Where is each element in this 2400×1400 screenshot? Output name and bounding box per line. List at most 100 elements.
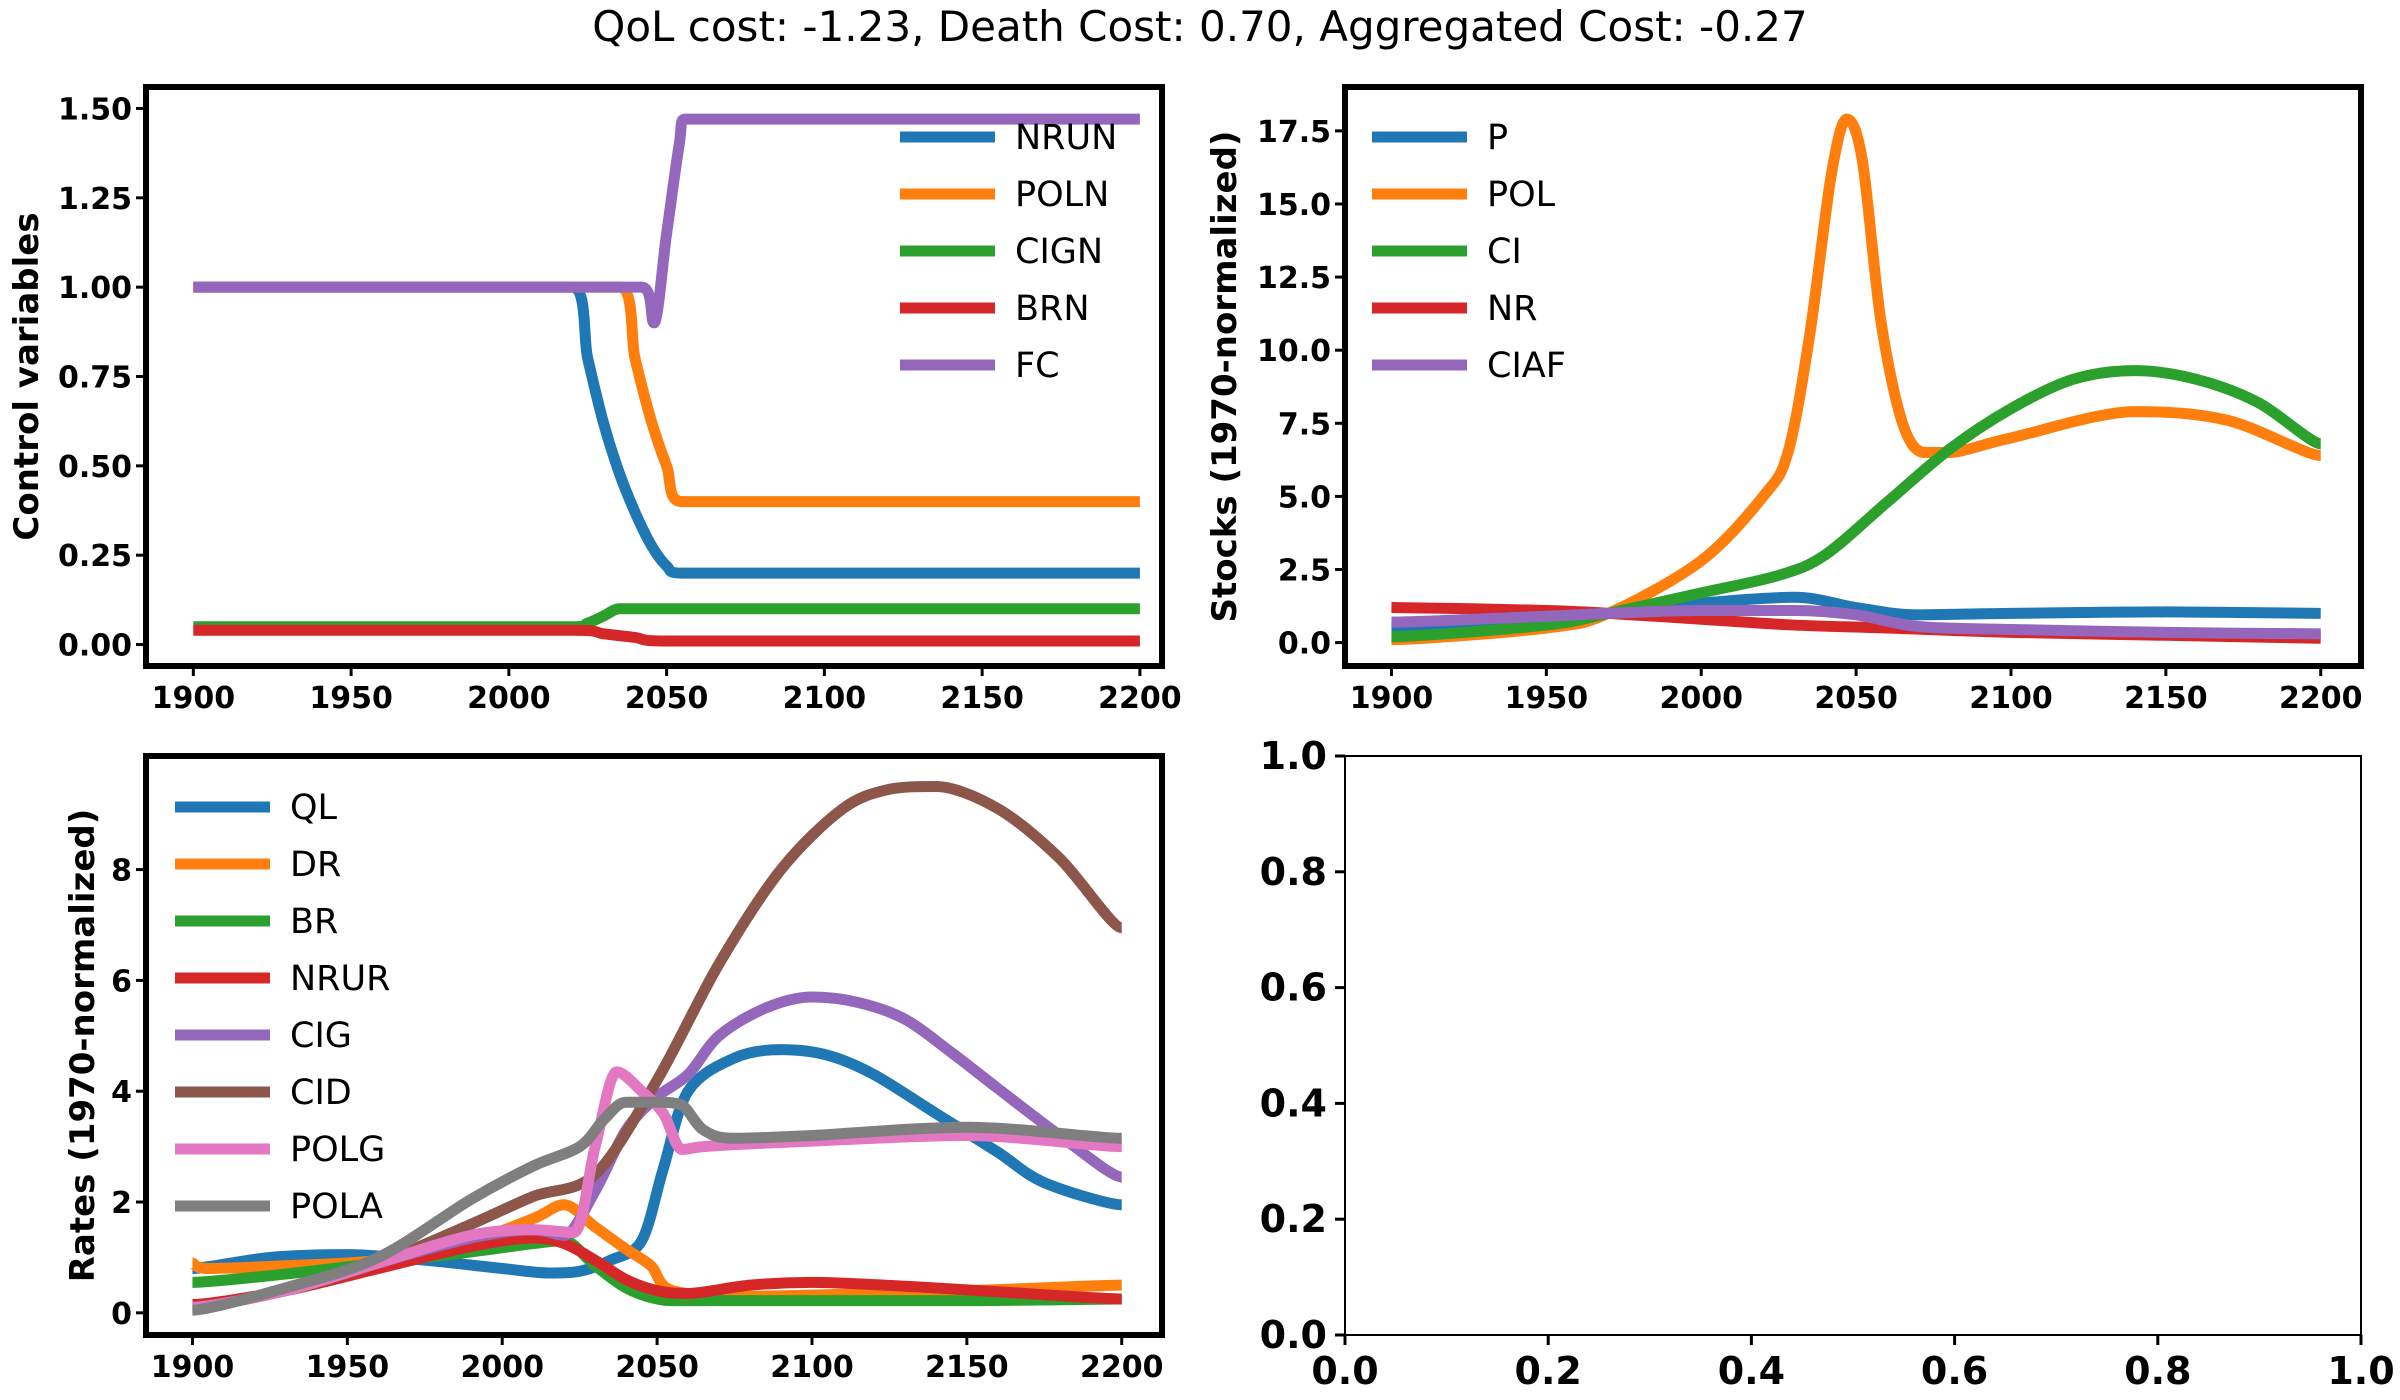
legend-label: CIGN xyxy=(1015,232,1103,272)
legend-item-brn: BRN xyxy=(900,289,1090,329)
y-tick-label: 1.00 xyxy=(58,271,132,306)
x-tick-label: 2100 xyxy=(1969,681,2053,716)
x-tick-label: 0.8 xyxy=(2124,1349,2191,1393)
y-tick-label: 2 xyxy=(111,1186,132,1221)
y-tick-label: 0.0 xyxy=(1260,1313,1327,1357)
legend-item-ql: QL xyxy=(175,788,338,828)
y-tick-label: 0.2 xyxy=(1260,1197,1327,1241)
y-tick-label: 0.0 xyxy=(1278,627,1331,662)
x-tick-label: 2150 xyxy=(925,1350,1009,1385)
x-tick-label: 2200 xyxy=(1098,681,1182,716)
y-tick-label: 1.50 xyxy=(58,92,132,127)
y-axis-label: Stocks (1970-normalized) xyxy=(1205,131,1245,623)
series-line-polg xyxy=(192,1066,1122,1313)
y-tick-label: 1.25 xyxy=(58,182,132,217)
subplots: 1900 1950 2000 2050 2100 2150 22000.000.250.50… xyxy=(7,84,2395,1393)
legend-label: CIG xyxy=(290,1016,352,1056)
legend-label: CI xyxy=(1487,232,1522,272)
legend-label: BRN xyxy=(1015,289,1090,329)
x-tick-label: 2050 xyxy=(615,1350,699,1385)
axes-frame xyxy=(1342,84,2364,669)
legend-label: CIAF xyxy=(1487,346,1566,386)
subplot-4: 0.0 0.2 0.4 0.6 0.8 1.0 0.0 0.2 0.4 0.6 0.8 1.0 xyxy=(1260,734,2395,1393)
legend: P POL CI NR CIAF xyxy=(1372,118,1566,386)
y-tick-label: 12.5 xyxy=(1257,261,1331,296)
series-line-nrun xyxy=(193,281,1140,579)
y-tick-label: 5.0 xyxy=(1278,480,1331,515)
series-line-cign xyxy=(193,603,1140,633)
x-tick-label: 1.0 xyxy=(2327,1349,2394,1393)
x-tick-label: 1950 xyxy=(306,1350,390,1385)
y-tick-label: 0.00 xyxy=(58,629,132,664)
legend-item-pol: POL xyxy=(1372,175,1556,215)
legend-label: FC xyxy=(1015,346,1060,386)
legend: QL DR BR NRUR CIG CID POLG POLA xyxy=(175,788,390,1227)
y-tick-label: 0.25 xyxy=(58,539,132,574)
legend-item-br: BR xyxy=(175,902,338,942)
series-line-nrur xyxy=(192,1232,1122,1311)
axes-frame xyxy=(1344,755,2362,1336)
x-tick-label: 0.6 xyxy=(1921,1349,1988,1393)
legend-item-nr: NR xyxy=(1372,289,1538,329)
legend-label: POL xyxy=(1487,175,1556,215)
x-tick-label: 2200 xyxy=(1080,1350,1164,1385)
y-tick-label: 17.5 xyxy=(1257,115,1331,150)
legend-item-pola: POLA xyxy=(175,1187,383,1227)
y-tick-label: 1.0 xyxy=(1260,734,1327,778)
series-line-fc xyxy=(193,113,1140,329)
x-tick-label: 2000 xyxy=(460,1350,544,1385)
y-tick-label: 8 xyxy=(111,854,132,889)
series-line-brn xyxy=(193,624,1140,647)
x-tick-label: 2050 xyxy=(1814,681,1898,716)
x-tick-label: 1900 xyxy=(152,681,236,716)
legend-item-polg: POLG xyxy=(175,1130,385,1170)
legend-label: P xyxy=(1487,118,1508,158)
plot-lines xyxy=(189,780,1124,1316)
legend-item-cign: CIGN xyxy=(900,232,1103,272)
legend-item-cid: CID xyxy=(175,1073,352,1113)
x-tick-label: 1900 xyxy=(1350,681,1434,716)
subplot-2: 1900 1950 2000 2050 2100 2150 2200 0.0 2.5 5.0 7.5… xyxy=(1205,84,2364,716)
legend-item-p: P xyxy=(1372,118,1508,158)
legend-item-nrur: NRUR xyxy=(175,959,390,999)
x-tick-label: 0.4 xyxy=(1718,1349,1785,1393)
x-tick-label: 2100 xyxy=(783,681,867,716)
x-tick-label: 2000 xyxy=(1659,681,1743,716)
legend-item-ci: CI xyxy=(1372,232,1522,272)
y-tick-label: 0.4 xyxy=(1260,1081,1327,1125)
y-tick-label: 6 xyxy=(111,964,132,999)
x-tick-label: 2150 xyxy=(2124,681,2208,716)
y-tick-label: 0 xyxy=(111,1297,132,1332)
subplot-1: 1900 1950 2000 2050 2100 2150 2200 0.00 0.25 0.50… xyxy=(7,84,1182,716)
y-tick-label: 10.0 xyxy=(1257,334,1331,369)
legend-label: CID xyxy=(290,1073,352,1113)
y-tick-label: 7.5 xyxy=(1278,407,1331,442)
legend-item-poln: POLN xyxy=(900,175,1109,215)
y-axis-label: Control variables xyxy=(7,212,47,540)
legend-item-dr: DR xyxy=(175,845,341,885)
x-tick-label: 2000 xyxy=(467,681,551,716)
series-line-pol xyxy=(1391,113,2322,646)
x-tick-label: 2100 xyxy=(770,1350,854,1385)
y-tick-label: 0.8 xyxy=(1260,850,1327,894)
legend-item-fc: FC xyxy=(900,346,1060,386)
legend-label: POLN xyxy=(1015,175,1109,215)
legend-label: POLG xyxy=(290,1130,385,1170)
x-tick-label: 1950 xyxy=(1505,681,1589,716)
y-tick-label: 2.5 xyxy=(1278,554,1331,589)
y-tick-label: 0.75 xyxy=(58,361,132,396)
x-tick-label: 2200 xyxy=(2279,681,2363,716)
legend: NRUN POLN CIGN BRN FC xyxy=(900,118,1117,386)
y-tick-label: 4 xyxy=(111,1075,132,1110)
legend-item-nrun: NRUN xyxy=(900,118,1117,158)
axes-frame xyxy=(143,84,1165,669)
series-line-poln xyxy=(193,281,1140,508)
legend-label: POLA xyxy=(290,1187,383,1227)
legend-label: DR xyxy=(290,845,341,885)
plot-lines xyxy=(1391,113,2323,646)
x-tick-label: 0.0 xyxy=(1311,1349,1378,1393)
legend-label: QL xyxy=(290,788,338,828)
legend-label: NRUN xyxy=(1015,118,1117,158)
figure-title: QoL cost: -1.23, Death Cost: 0.70, Aggre… xyxy=(592,2,1807,51)
